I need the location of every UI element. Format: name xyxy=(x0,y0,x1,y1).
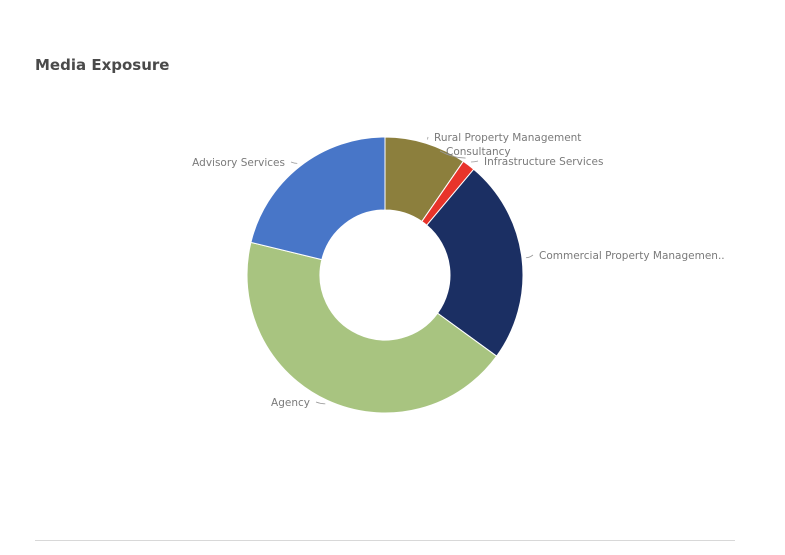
leader-line-rural-property-management xyxy=(426,136,429,140)
leader-line-agency xyxy=(315,401,326,405)
leader-line-infrastructure-services xyxy=(471,160,479,163)
slice-commercial-property-managemen[interactable] xyxy=(426,168,524,357)
leader-lines-group xyxy=(290,136,534,405)
footer-divider xyxy=(35,540,735,541)
slice-label-commercial-property-managemen: Commercial Property Managemen.. xyxy=(539,250,725,262)
slice-agency[interactable] xyxy=(246,241,498,414)
leader-line-advisory-services xyxy=(290,161,298,164)
slice-label-rural-property-management: Rural Property Management xyxy=(434,132,581,144)
slice-labels-group: Rural Property Management ConsultancyInfr… xyxy=(192,132,724,409)
leader-line-commercial-property-managemen xyxy=(525,254,534,259)
slice-label-advisory-services: Advisory Services xyxy=(192,157,285,169)
leader-line-consultancy xyxy=(439,150,466,159)
slice-label-agency: Agency xyxy=(271,397,310,409)
slice-label-infrastructure-services: Infrastructure Services xyxy=(484,156,603,168)
slice-label-consultancy: Consultancy xyxy=(446,146,511,158)
slices-group xyxy=(246,136,524,414)
chart-title: Media Exposure xyxy=(35,56,170,74)
slice-advisory-services[interactable] xyxy=(250,136,386,261)
